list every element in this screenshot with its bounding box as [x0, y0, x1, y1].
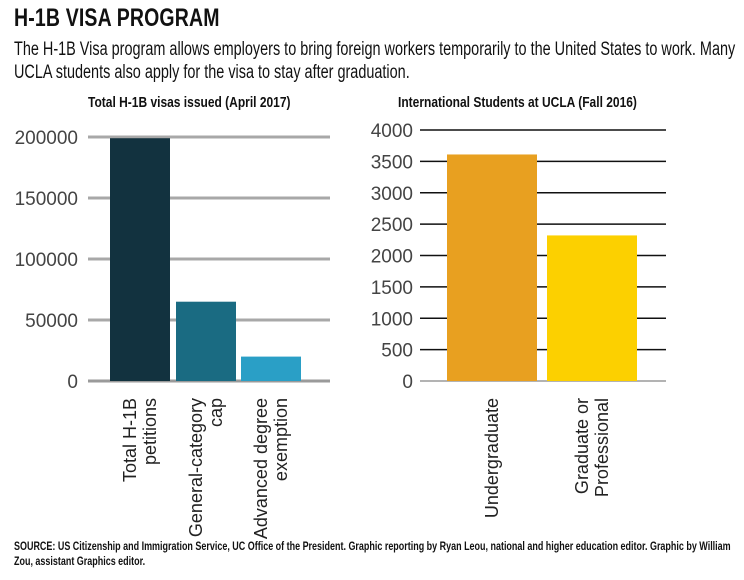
- y-tick-label: 1000: [371, 309, 413, 330]
- category-label: Professional: [592, 398, 612, 497]
- y-tick-label: 0: [402, 372, 413, 393]
- ucla-international-students-chart: 0 500 1000 1500 2000 2500 3000 3500 4000 Undergra…: [371, 121, 666, 518]
- y-tick-label: 3000: [371, 184, 413, 205]
- chart-2-title: International Students at UCLA (Fall 201…: [398, 94, 637, 111]
- bar: [447, 154, 537, 381]
- y-tick-label: 500: [381, 341, 413, 362]
- category-label: cap: [206, 398, 226, 427]
- bar: [547, 235, 637, 381]
- bar: [176, 301, 236, 381]
- y-tick-label: 50000: [25, 311, 78, 332]
- bar: [110, 138, 170, 381]
- y-tick-label: 1500: [371, 278, 413, 299]
- category-label: Advanced degree: [251, 398, 271, 539]
- y-tick-label: 2000: [371, 247, 413, 268]
- category-label: General-category: [186, 398, 206, 537]
- y-tick-label: 200000: [15, 128, 78, 149]
- y-tick-label: 4000: [371, 121, 413, 142]
- category-label: Graduate or: [572, 398, 592, 494]
- y-tick-label: 0: [67, 372, 78, 393]
- category-label: petitions: [140, 398, 160, 465]
- y-tick-label: 150000: [15, 189, 78, 210]
- y-tick-label: 100000: [15, 250, 78, 271]
- source-note: SOURCE: US Citizenship and Immigration S…: [14, 541, 731, 568]
- page-title: H-1B VISA PROGRAM: [14, 4, 220, 32]
- category-label: Undergraduate: [482, 398, 502, 518]
- category-label: Total H-1B: [120, 398, 140, 482]
- chart-1-title: Total H-1B visas issued (April 2017): [88, 94, 291, 111]
- y-tick-label: 3500: [371, 152, 413, 173]
- h1b-visas-chart: 0 50000 100000 150000 200000 Total H-1B petiti…: [15, 128, 330, 539]
- y-tick-label: 2500: [371, 215, 413, 236]
- page-subtitle: The H-1B Visa program allows employers t…: [14, 39, 736, 83]
- category-label: exemption: [271, 398, 291, 481]
- bar: [241, 356, 301, 381]
